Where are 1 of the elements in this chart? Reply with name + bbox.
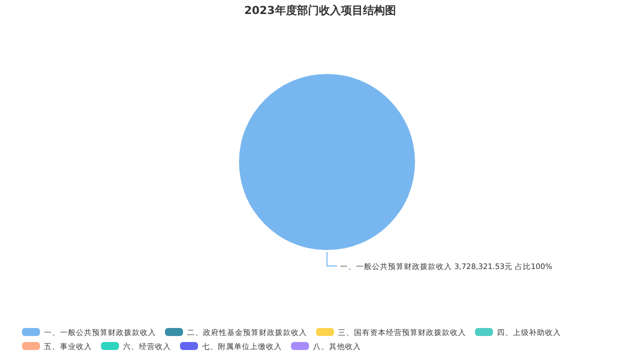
chart-title: 2023年度部门收入项目结构图 [244, 4, 396, 17]
